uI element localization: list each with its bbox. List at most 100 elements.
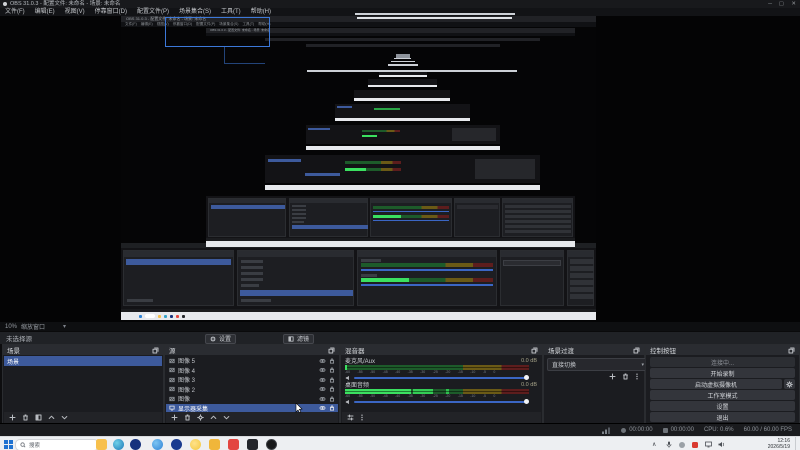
move-source-down-button[interactable] — [223, 414, 230, 421]
popout-icon[interactable] — [328, 347, 335, 354]
mixer-title: 混音器 — [345, 348, 365, 355]
virtual-camera-config-button[interactable] — [784, 379, 795, 389]
add-scene-button[interactable] — [9, 414, 16, 421]
volume-slider-handle[interactable] — [524, 375, 529, 380]
menu-tools[interactable]: 工具(T) — [221, 9, 241, 15]
speaker-icon[interactable] — [345, 375, 351, 381]
controls-panel: 控制按钮 连接中... 开始录制 启动虚拟摄像机 工作室模式 设置 退出 — [645, 344, 800, 425]
eye-icon[interactable] — [319, 405, 326, 411]
chevron-down-icon[interactable]: ▾ — [63, 324, 67, 330]
taskbar-app-icon[interactable] — [130, 438, 141, 450]
popout-icon[interactable] — [633, 347, 640, 354]
remove-source-button[interactable] — [184, 414, 191, 421]
menu-view[interactable]: 视图(V) — [64, 9, 85, 15]
move-scene-down-button[interactable] — [61, 414, 68, 421]
popout-icon[interactable] — [788, 347, 795, 354]
tray-mic-icon[interactable] — [666, 441, 672, 448]
tray-speaker-icon[interactable] — [718, 441, 725, 448]
source-row[interactable]: 图像 5 — [166, 356, 338, 365]
window-title: OBS 31.0.3 - 配置文件: 未命名 - 场景: 未命名 — [10, 1, 121, 7]
menu-profile[interactable]: 配置文件(P) — [137, 9, 170, 15]
lock-icon[interactable] — [329, 367, 335, 373]
tray-expand-icon[interactable]: ∧ — [652, 441, 657, 448]
settings-button[interactable]: 设置 — [650, 401, 795, 411]
audio-settings-icon[interactable] — [347, 414, 354, 421]
taskbar-app-icon[interactable] — [228, 438, 239, 450]
source-row[interactable]: 图像 — [166, 394, 338, 403]
taskbar-app-icon[interactable] — [190, 438, 201, 450]
taskbar-clock[interactable]: 12:16 2026/5/19 — [740, 438, 790, 450]
mini-docks — [121, 248, 596, 309]
lock-icon[interactable] — [329, 396, 335, 402]
popout-icon[interactable] — [152, 347, 159, 354]
source-selection-rect[interactable] — [165, 17, 270, 47]
eye-icon[interactable] — [319, 377, 326, 383]
lock-icon[interactable] — [329, 405, 335, 411]
menu-docks[interactable]: 停靠窗口(D) — [94, 9, 128, 15]
volume-slider-handle[interactable] — [524, 399, 529, 404]
eye-icon[interactable] — [319, 396, 326, 402]
move-source-up-button[interactable] — [210, 414, 217, 421]
preview-zoom-level[interactable]: 10% — [5, 323, 18, 330]
source-settings-button[interactable]: 设置 — [205, 333, 237, 344]
lock-icon[interactable] — [329, 358, 335, 364]
speaker-icon[interactable] — [345, 399, 351, 405]
preview-canvas[interactable]: OBS 31.0.3 - 配置文件: 未命名 - 场景: 未命名 文件(F) 编辑… — [0, 16, 800, 322]
exit-button[interactable]: 退出 — [650, 412, 795, 422]
add-source-button[interactable] — [171, 414, 178, 421]
eye-icon[interactable] — [319, 367, 326, 373]
tray-display-icon[interactable] — [705, 441, 712, 448]
tray-icon[interactable] — [679, 441, 685, 448]
taskbar-browser-icon[interactable] — [113, 438, 124, 450]
signal-bars-icon — [602, 427, 611, 434]
transition-select[interactable]: 直接切换 ▾ — [547, 358, 649, 371]
minimize-button[interactable]: ─ — [768, 1, 772, 7]
source-row[interactable]: 图像 4 — [166, 366, 338, 375]
source-row[interactable]: 图像 3 — [166, 375, 338, 384]
scene-item[interactable]: 场景 — [4, 356, 162, 366]
move-scene-up-button[interactable] — [48, 414, 55, 421]
eye-icon[interactable] — [319, 358, 326, 364]
source-properties-button[interactable] — [197, 414, 204, 421]
lock-icon[interactable] — [329, 386, 335, 392]
source-row[interactable]: 图像 2 — [166, 385, 338, 394]
scenes-toolbar — [4, 412, 162, 423]
taskbar-search[interactable]: 搜索 — [15, 439, 99, 450]
source-filters-button[interactable]: 滤镜 — [283, 333, 315, 344]
tray-obs-icon[interactable] — [692, 441, 698, 448]
menu-file[interactable]: 文件(F) — [5, 9, 25, 15]
popout-icon[interactable] — [531, 347, 538, 354]
taskbar-obs-icon[interactable] — [266, 438, 277, 450]
menu-help[interactable]: 帮助(H) — [250, 9, 272, 15]
start-button[interactable] — [4, 440, 13, 449]
more-options-icon[interactable] — [635, 373, 639, 380]
studio-mode-button[interactable]: 工作室模式 — [650, 390, 795, 400]
mixer-channel-header: 麦克风/Aux 0.0 dB — [345, 357, 537, 366]
taskbar-app-icon[interactable] — [171, 438, 182, 450]
eye-icon[interactable] — [319, 386, 326, 392]
volume-slider[interactable] — [354, 400, 529, 403]
taskbar-app-icon[interactable] — [247, 438, 258, 450]
menu-scene-collection[interactable]: 场景集合(S) — [179, 9, 212, 15]
start-virtual-camera-button[interactable]: 启动虚拟摄像机 — [650, 379, 782, 389]
remove-transition-button[interactable] — [622, 373, 629, 380]
lock-icon[interactable] — [329, 377, 335, 383]
more-options-icon[interactable] — [360, 414, 364, 421]
taskbar-file-explorer-icon[interactable] — [96, 438, 107, 450]
maximize-button[interactable]: ▢ — [778, 1, 784, 7]
taskbar-app-icon[interactable] — [209, 438, 220, 450]
add-transition-button[interactable] — [609, 373, 616, 380]
start-recording-button[interactable]: 开始录制 — [650, 368, 795, 378]
scene-filters-button[interactable] — [35, 414, 42, 421]
start-streaming-button[interactable]: 连接中... — [650, 357, 795, 367]
show-desktop-button[interactable] — [795, 437, 796, 450]
image-icon — [169, 358, 175, 363]
taskbar-edge-icon[interactable] — [152, 438, 163, 450]
remove-scene-button[interactable] — [22, 414, 29, 421]
close-button[interactable]: ✕ — [791, 1, 796, 7]
obs-logo-icon — [3, 2, 7, 6]
preview-zoom-mode[interactable]: 缩放窗口 — [21, 325, 46, 331]
source-row-selected[interactable]: 显示器采集 — [166, 403, 338, 413]
volume-slider[interactable] — [354, 376, 529, 379]
menu-edit[interactable]: 编辑(E) — [34, 9, 55, 15]
